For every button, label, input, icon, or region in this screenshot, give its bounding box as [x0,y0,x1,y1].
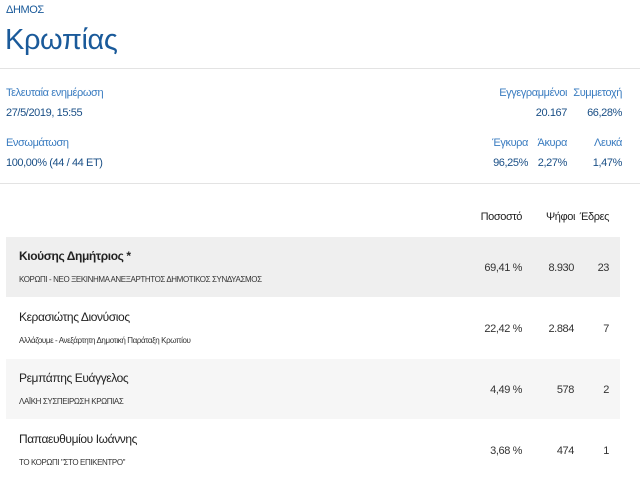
stat-label: Λευκά [594,137,622,149]
votes: 474 [556,445,575,457]
percent: 3,68 % [490,445,522,457]
updated-value: 27/5/2019, 15:55 [6,107,83,119]
divider [0,183,640,184]
stat-value: 96,25% [493,157,528,169]
updated-label: Τελευταία ενημέρωση [6,87,104,99]
candidate-name: Κερασιώτης Διονύσιος [19,310,130,324]
percent: 22,42 % [484,323,522,335]
table-row [6,420,620,480]
stat-value: 2,27% [537,157,568,169]
votes: 2.884 [548,323,574,335]
party-name: ΛΑΪΚΗ ΣΥΣΠΕΙΡΩΣΗ ΚΡΩΠΙΑΣ [19,397,124,406]
party-name: ΤΟ ΚΟΡΩΠΙ "ΣΤΟ ΕΠΙΚΕΝΤΡΟ" [19,458,126,467]
stat-label: Άκυρα [537,137,568,149]
column-header: Ποσοστό [480,211,523,223]
stat-label: Συμμετοχή [573,87,622,99]
table-row [6,237,620,297]
column-header: Έδρες [579,211,610,223]
header-label: ΔΗΜΟΣ [6,4,44,16]
table-row [6,298,620,358]
integration-value: 100,00% (44 / 44 ΕΤ) [6,157,103,169]
stat-value: 1,47% [592,157,623,169]
column-header: Ψήφοι [545,211,575,223]
stat-value: 20.167 [535,107,568,119]
seats: 1 [603,445,609,457]
stat-label: Εγγεγραμμένοι [499,87,567,99]
stat-value: 66,28% [587,107,622,119]
candidate-name: Παπαευθυμίου Ιωάννης [19,432,138,446]
votes: 8.930 [548,262,574,274]
table-row [6,359,620,419]
divider [0,68,640,69]
party-name: ΚΟΡΩΠΙ - ΝΕΟ ΞΕΚΙΝΗΜΑ ΑΝΕΞΑΡΤΗΤΟΣ ΔΗΜΟΤΙ… [19,275,262,284]
party-name: Αλλάζουμε - Ανεξάρτητη Δημοτική Παράταξη… [19,336,191,345]
seats: 23 [597,262,610,274]
integration-label: Ενσωμάτωση [6,137,69,149]
candidate-name: Ρεμπάπης Ευάγγελος [19,371,129,385]
percent: 69,41 % [484,262,522,274]
stat-label: Έγκυρα [492,137,528,149]
votes: 578 [556,384,575,396]
seats: 2 [603,384,609,396]
header-title: Κρωπίας [5,24,118,56]
seats: 7 [603,323,609,335]
percent: 4,49 % [490,384,522,396]
candidate-name: Κιούσης Δημήτριος * [19,249,131,263]
